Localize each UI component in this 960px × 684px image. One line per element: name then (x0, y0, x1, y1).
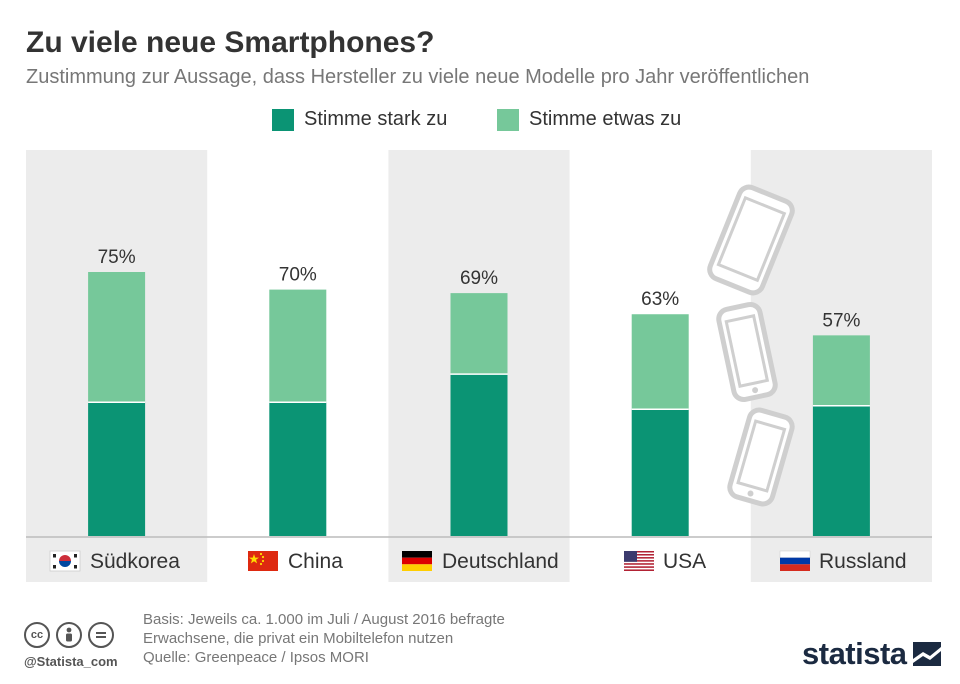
smartphone-screen (724, 314, 770, 388)
smartphone-button (752, 387, 759, 394)
flag-canton (624, 551, 637, 562)
total-label-4: 57% (822, 310, 860, 331)
attribution-icon (56, 622, 82, 648)
total-label-2: 69% (460, 268, 498, 289)
total-label-1: 70% (279, 265, 317, 286)
category-label-0: Südkorea (90, 550, 180, 573)
flag-small-star (259, 552, 263, 556)
legend-item-strong: Stimme stark zu (272, 108, 447, 131)
legend-swatch-some (497, 108, 519, 131)
bar-stark-3 (631, 409, 689, 536)
flag-stripe (624, 558, 654, 561)
legend-label-strong: Stimme stark zu (304, 108, 448, 130)
legend: Stimme stark zu Stimme etwas zu (0, 108, 960, 136)
flag-china-icon (248, 551, 278, 571)
flag-stripe (624, 557, 654, 559)
flag-stripe (624, 564, 654, 567)
footer-note: Basis: Jeweils ca. 1.000 im Juli / Augus… (143, 610, 505, 667)
flag-taeguk-red (59, 555, 71, 561)
smartphone-screen (736, 419, 787, 493)
smartphone-body (716, 301, 778, 403)
flag-stripe (624, 567, 654, 570)
bar-etwas-0 (88, 272, 146, 403)
total-label-0: 75% (98, 247, 136, 268)
flag-stripe (624, 566, 654, 568)
flag-small-star (261, 559, 265, 563)
flag-stripe (624, 552, 654, 555)
legend-swatch-strong (272, 108, 294, 131)
bar-etwas-4 (812, 335, 870, 406)
statista-handle: @Statista_com (24, 654, 118, 669)
flag-trigram (53, 554, 56, 558)
flag-small-star (261, 555, 265, 559)
bar-etwas-3 (631, 314, 689, 410)
creative-commons-icon: cc (24, 622, 50, 648)
chart-subtitle: Zustimmung zur Aussage, dass Hersteller … (26, 66, 810, 88)
bar-etwas-1 (269, 289, 327, 403)
flag-taeguk-blue (59, 561, 71, 567)
flag-small-star (259, 562, 263, 566)
category-label-2: Deutschland (442, 550, 559, 573)
basis-line-1: Basis: Jeweils ca. 1.000 im Juli / Augus… (143, 611, 505, 628)
smartphone-screen (716, 195, 787, 283)
flag-stripe-red (402, 557, 432, 565)
flag-stripe-black (402, 551, 432, 558)
smartphone-button (747, 490, 754, 497)
flag-germany-icon (402, 551, 432, 571)
statista-brand: statista (802, 636, 941, 672)
flag-trigram (53, 565, 56, 569)
stacked-bar-chart: 75% 70% 69% 63% 57% Südkorea China Deutschland U… (26, 150, 932, 582)
smartphone-body (727, 407, 795, 507)
flag-stripe-blue (780, 557, 810, 565)
smartphone-body (707, 184, 795, 296)
smartphone-icon (727, 407, 795, 507)
statista-wordmark: statista (802, 636, 907, 671)
flag-stripe (624, 554, 654, 556)
chart-title: Zu viele neue Smartphones? (26, 26, 435, 59)
flag-stripe (624, 560, 654, 562)
flag-star (249, 554, 259, 564)
flag-usa-icon (624, 551, 654, 571)
license-icons: cc (24, 622, 114, 648)
statista-logo-icon (912, 642, 941, 666)
flag-stripe (624, 561, 654, 564)
flag-trigram (74, 565, 77, 569)
bar-stark-4 (812, 405, 870, 536)
total-label-3: 63% (641, 289, 679, 310)
flag-stripe (624, 551, 654, 553)
legend-item-some: Stimme etwas zu (497, 108, 681, 131)
flag-russia-icon (779, 550, 811, 571)
legend-label-some: Stimme etwas zu (529, 108, 682, 130)
bar-stark-1 (269, 402, 327, 536)
flag-south-korea-icon (49, 550, 81, 572)
category-label-4: Russland (819, 550, 907, 573)
source-line: Quelle: Greenpeace / Ipsos MORI (143, 649, 369, 666)
flag-trigram (74, 554, 77, 558)
flag-stripe-red (780, 564, 810, 571)
bar-etwas-2 (450, 293, 508, 375)
flag-stripe (624, 563, 654, 565)
bar-stark-0 (88, 402, 146, 536)
basis-line-2: Erwachsene, die privat ein Mobiltelefon … (143, 630, 454, 647)
flag-stripe (624, 555, 654, 558)
category-label-1: China (288, 550, 343, 573)
smartphone-icon (707, 184, 795, 296)
category-label-3: USA (663, 550, 706, 573)
bar-stark-2 (450, 374, 508, 536)
smartphone-icon (716, 301, 778, 403)
no-derivatives-icon (88, 622, 114, 648)
flag-stripe (624, 569, 654, 571)
flag-stripe-white (779, 550, 811, 558)
flag-stripe-gold (402, 564, 432, 571)
